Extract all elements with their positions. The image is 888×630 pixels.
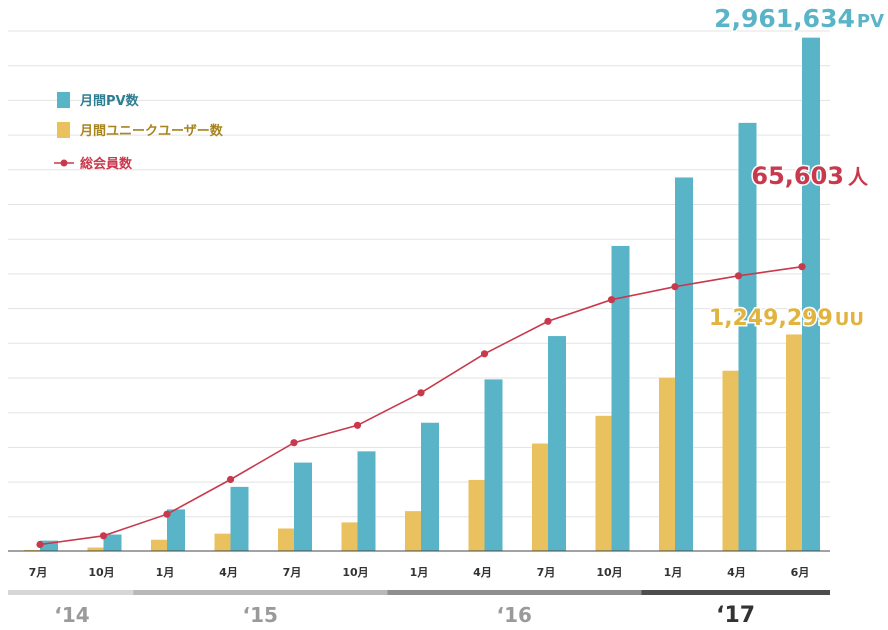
legend-pv-swatch (57, 92, 70, 108)
uu-bar (278, 528, 296, 551)
year-label: ‘16 (497, 603, 532, 627)
members-point (798, 263, 806, 271)
pv-callout-unit: PV (857, 11, 884, 32)
uu-bar (595, 415, 614, 551)
uu-bar (24, 549, 42, 551)
uu-bar (341, 522, 360, 551)
members-point (417, 389, 425, 397)
x-tick-label: 10月 (88, 566, 114, 579)
pv-bar (738, 122, 757, 551)
x-tick-labels: 7月 10月 1月 4月 7月 10月 1月 4月 7月 10月 1月 4月 6月 (29, 566, 810, 579)
pv-bar (230, 486, 249, 551)
pv-bar (294, 462, 312, 551)
pv-callout-value: 2,961,634 (714, 4, 855, 33)
legend: 月間PV数 月間ユニークユーザー数 総会員数 (54, 92, 224, 172)
members-callout-unit: 人 (848, 165, 869, 189)
uu-callout-value: 1,249,299 (709, 306, 833, 331)
pv-callout: 2,961,634 PV (714, 4, 884, 33)
uu-callout-unit: UU (835, 309, 864, 330)
members-point (734, 272, 743, 280)
legend-members-label: 総会員数 (80, 156, 133, 172)
members-point (353, 421, 362, 429)
x-tick-label: 1月 (410, 566, 429, 579)
year-label: ‘14 (54, 603, 89, 627)
year-axis: ‘14 ‘15 ‘16 ‘17 (8, 590, 830, 628)
uu-bar (151, 539, 169, 551)
uu-bar (87, 547, 106, 551)
members-point (671, 283, 679, 291)
uu-bar (532, 443, 550, 551)
year-band (387, 590, 642, 595)
pv-bar (40, 540, 58, 551)
year-label: ‘15 (243, 603, 278, 627)
uu-bar (722, 370, 741, 551)
members-point (226, 475, 235, 484)
members-point (544, 317, 552, 325)
uu-bar (214, 533, 233, 551)
members-point (36, 540, 44, 549)
x-tick-label: 4月 (473, 566, 492, 579)
year-band (641, 590, 830, 595)
uu-bar (786, 334, 804, 551)
members-line-layer (36, 263, 806, 549)
year-band (133, 590, 388, 595)
x-tick-label: 7月 (283, 566, 302, 579)
members-point (99, 532, 108, 540)
pv-bar (167, 509, 185, 551)
pv-bar (802, 37, 820, 552)
members-callout: 65,603 人 (751, 162, 869, 190)
pv-bar (548, 336, 566, 551)
legend-members-marker (60, 159, 68, 167)
bar-layer (24, 37, 820, 552)
legend-uu-swatch (57, 122, 70, 138)
legend-uu-label: 月間ユニークユーザー数 (79, 123, 224, 139)
year-band (8, 590, 134, 595)
uu-bar (659, 377, 677, 551)
x-tick-label: 1月 (156, 566, 175, 579)
pv-bar (611, 245, 630, 551)
uu-bar (468, 479, 487, 551)
members-point (163, 510, 171, 518)
x-tick-label: 4月 (727, 566, 746, 579)
year-label: ‘17 (716, 603, 755, 628)
x-tick-label: 7月 (537, 566, 556, 579)
legend-pv-label: 月間PV数 (79, 93, 140, 109)
uu-callout: 1,249,299 UU (709, 306, 864, 331)
members-point (480, 350, 489, 358)
pv-bar (675, 177, 693, 551)
x-tick-label: 6月 (791, 566, 810, 579)
x-tick-label: 1月 (664, 566, 683, 579)
pv-bar (484, 379, 503, 551)
pv-bar (357, 451, 376, 551)
uu-bar (405, 511, 423, 551)
x-tick-label: 10月 (342, 566, 368, 579)
pv-bar (421, 422, 439, 551)
x-tick-label: 10月 (596, 566, 622, 579)
x-tick-label: 4月 (219, 566, 238, 579)
x-tick-label: 7月 (29, 566, 48, 579)
pv-bar (103, 534, 122, 551)
members-point (607, 296, 616, 304)
members-point (290, 439, 298, 447)
members-callout-value: 65,603 (751, 162, 844, 190)
